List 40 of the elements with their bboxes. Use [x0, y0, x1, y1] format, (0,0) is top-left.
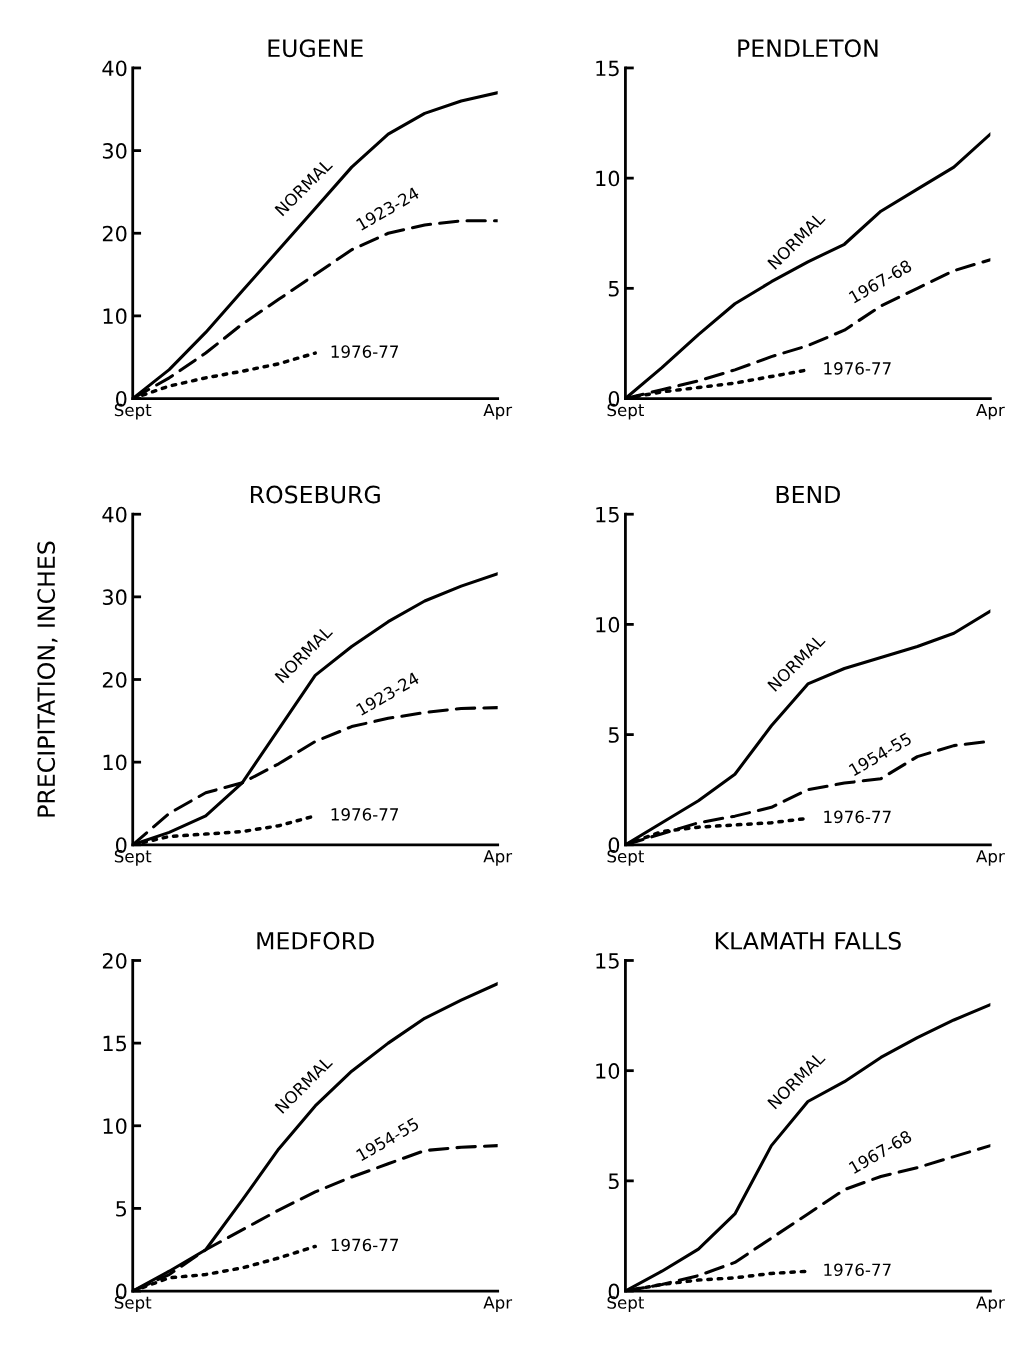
y-tick-label: 30: [102, 143, 127, 159]
chart-title: PENDLETON: [738, 39, 878, 58]
y-tick-label: 5: [608, 1173, 619, 1190]
y-tick-label: 15: [103, 1035, 127, 1052]
series-label: 1976-77: [824, 810, 891, 824]
series-label: 1976-77: [824, 1263, 891, 1277]
chart-title: KLAMATH FALLS: [715, 931, 901, 950]
x-tick-label: Apr: [976, 850, 1005, 866]
y-tick-label: 20: [102, 671, 127, 688]
y-tick-label: 30: [102, 589, 127, 606]
y-tick-label: 10: [103, 754, 127, 771]
x-tick-label: Apr: [483, 403, 513, 420]
y-tick-label: 10: [103, 308, 127, 325]
y-tick-label: 10: [596, 170, 620, 187]
y-axis-title: PRECIPITATION, INCHES: [37, 541, 58, 817]
y-tick-label: 20: [102, 952, 127, 969]
series-label: 1976-77: [331, 808, 399, 821]
x-tick-label: Apr: [976, 1296, 1005, 1313]
y-tick-label: 10: [596, 616, 620, 633]
series-label: 1976-77: [331, 345, 399, 358]
y-tick-label: 5: [608, 727, 619, 743]
chart-title: BEND: [776, 485, 840, 504]
series-label: 1976-77: [824, 362, 891, 375]
chart-title: MEDFORD: [257, 931, 374, 950]
y-tick-label: 20: [102, 225, 127, 242]
x-tick-label: Apr: [483, 850, 513, 866]
x-tick-label: Apr: [976, 403, 1005, 420]
y-tick-label: 10: [596, 1063, 620, 1079]
series-label: 1976-77: [331, 1238, 399, 1252]
x-tick-label: Apr: [483, 1296, 513, 1313]
y-tick-label: 10: [103, 1118, 127, 1134]
y-tick-label: 40: [102, 506, 127, 523]
y-tick-label: 15: [596, 506, 619, 523]
chart-title: ROSEBURG: [250, 485, 380, 504]
chart-title: EUGENE: [268, 39, 363, 58]
y-tick-label: 5: [116, 1201, 127, 1217]
y-tick-label: 15: [596, 953, 619, 969]
y-tick-label: 40: [102, 60, 127, 77]
y-tick-label: 5: [608, 281, 619, 297]
y-tick-label: 15: [596, 60, 619, 77]
